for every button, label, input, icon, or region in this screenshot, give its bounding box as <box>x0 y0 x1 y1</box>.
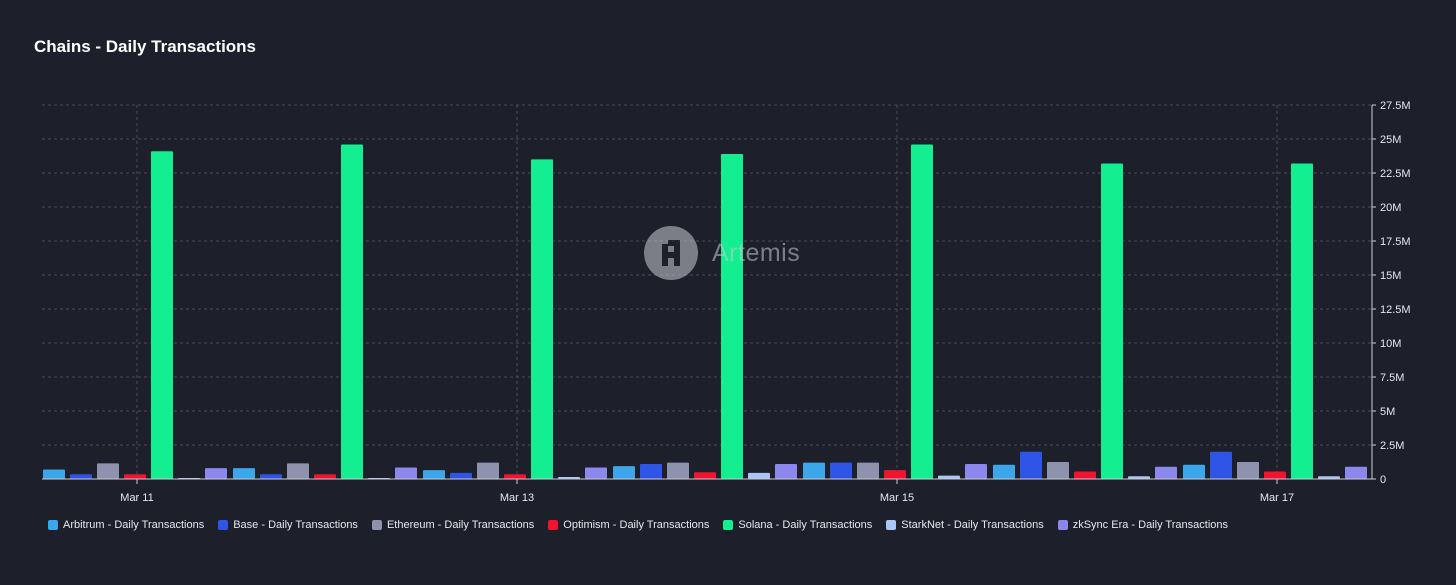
bar[interactable] <box>1264 471 1286 479</box>
y-tick-label: 10M <box>1380 338 1401 350</box>
bar[interactable] <box>1101 163 1123 480</box>
bar[interactable] <box>803 462 825 479</box>
bar[interactable] <box>531 159 553 479</box>
y-tick-label: 7.5M <box>1380 372 1404 384</box>
bar[interactable] <box>884 470 906 479</box>
x-tick-label: Mar 15 <box>880 492 914 504</box>
bar[interactable] <box>938 475 960 479</box>
y-tick-label: 0 <box>1380 474 1386 486</box>
bar[interactable] <box>1237 462 1259 479</box>
bar[interactable] <box>43 469 65 479</box>
bar[interactable] <box>70 474 92 479</box>
bar[interactable] <box>504 474 526 479</box>
y-tick-label: 17.5M <box>1380 236 1411 248</box>
bar[interactable] <box>830 462 852 479</box>
legend-item[interactable]: Solana - Daily Transactions <box>723 519 872 531</box>
bar[interactable] <box>558 476 580 479</box>
bar[interactable] <box>1183 464 1205 479</box>
watermark: Artemis <box>644 226 800 280</box>
bar[interactable] <box>613 466 635 479</box>
y-axis: 0 2.5M 5M 7.5M 10M 12.5M 15M 17.5M 20M 22.5M 25M 27… <box>1371 100 1411 486</box>
bar[interactable] <box>97 463 119 479</box>
bar[interactable] <box>260 474 282 479</box>
bar[interactable] <box>233 468 255 479</box>
bar[interactable] <box>721 153 743 479</box>
y-tick-label: 2.5M <box>1380 440 1404 452</box>
legend-label: Arbitrum - Daily Transactions <box>63 519 205 531</box>
y-tick-label: 15M <box>1380 270 1401 282</box>
y-tick-label: 12.5M <box>1380 304 1411 316</box>
bar[interactable] <box>151 151 173 480</box>
x-tick-label: Mar 11 <box>120 492 153 504</box>
y-tick-label: 25M <box>1380 134 1401 146</box>
bar[interactable] <box>667 462 689 479</box>
legend-label: Solana - Daily Transactions <box>738 519 873 531</box>
bar[interactable] <box>965 464 987 479</box>
bar[interactable] <box>1345 466 1367 479</box>
bar[interactable] <box>395 467 417 479</box>
chart-title: Chains - Daily Transactions <box>34 37 257 56</box>
bar[interactable] <box>314 474 336 479</box>
bar[interactable] <box>775 464 797 479</box>
bar-chart: 0 2.5M 5M 7.5M 10M 12.5M 15M 17.5M 20M 22.5M 25M 27… <box>42 100 1411 504</box>
bar[interactable] <box>694 472 716 479</box>
bar[interactable] <box>1020 451 1042 479</box>
y-tick-label: 5M <box>1380 406 1395 418</box>
legend-label: Base - Daily Transactions <box>233 519 358 531</box>
x-tick-label: Mar 17 <box>1260 492 1294 504</box>
bar[interactable] <box>341 144 363 479</box>
watermark-text: Artemis <box>712 238 801 267</box>
bar[interactable] <box>993 464 1015 479</box>
bar[interactable] <box>205 468 227 479</box>
bar[interactable] <box>585 467 607 479</box>
legend-swatch <box>1057 520 1068 530</box>
y-tick-label: 20M <box>1380 202 1401 214</box>
y-tick-label: 22.5M <box>1380 168 1411 180</box>
legend-label: Optimism - Daily Transactions <box>563 519 710 531</box>
bar[interactable] <box>640 464 662 479</box>
legend-swatch <box>723 520 734 530</box>
legend-swatch <box>218 520 229 530</box>
grid-lines <box>42 104 1372 479</box>
bar[interactable] <box>1155 466 1177 479</box>
artemis-logo-icon <box>644 226 698 280</box>
y-tick-label: 27.5M <box>1380 100 1411 112</box>
bar[interactable] <box>423 470 445 479</box>
bar[interactable] <box>748 472 770 479</box>
legend-swatch <box>48 520 58 530</box>
bar[interactable] <box>1128 476 1150 479</box>
legend-label: Ethereum - Daily Transactions <box>386 519 535 531</box>
bar[interactable] <box>450 472 472 479</box>
chart-legend: Arbitrum - Daily Transactions Base - Dail… <box>48 519 1228 531</box>
bar[interactable] <box>1047 462 1069 479</box>
legend-swatch <box>886 520 897 530</box>
legend-item[interactable]: Optimism - Daily Transactions <box>548 519 709 531</box>
bar[interactable] <box>857 462 879 479</box>
bar[interactable] <box>911 144 933 479</box>
bar[interactable] <box>1074 471 1096 479</box>
legend-swatch <box>371 520 382 530</box>
x-tick-label: Mar 13 <box>500 492 534 504</box>
legend-item[interactable]: Ethereum - Daily Transactions <box>371 519 535 531</box>
x-axis: Mar 11 Mar 13 Mar 15 Mar 17 <box>42 478 1372 504</box>
legend-item[interactable]: zkSync Era - Daily Transactions <box>1057 519 1228 531</box>
legend-label: zkSync Era - Daily Transactions <box>1072 519 1228 531</box>
legend-item[interactable]: Arbitrum - Daily Transactions <box>48 519 204 531</box>
legend-item[interactable]: Base - Daily Transactions <box>218 519 358 531</box>
bars <box>43 144 1367 480</box>
bar[interactable] <box>1291 163 1313 480</box>
bar[interactable] <box>124 474 146 479</box>
bar[interactable] <box>1210 451 1232 479</box>
legend-label: StarkNet - Daily Transactions <box>901 519 1044 531</box>
bar[interactable] <box>1318 476 1340 479</box>
bar[interactable] <box>287 463 309 479</box>
bar[interactable] <box>477 462 499 479</box>
legend-item[interactable]: StarkNet - Daily Transactions <box>886 519 1044 531</box>
legend-swatch <box>548 520 559 530</box>
